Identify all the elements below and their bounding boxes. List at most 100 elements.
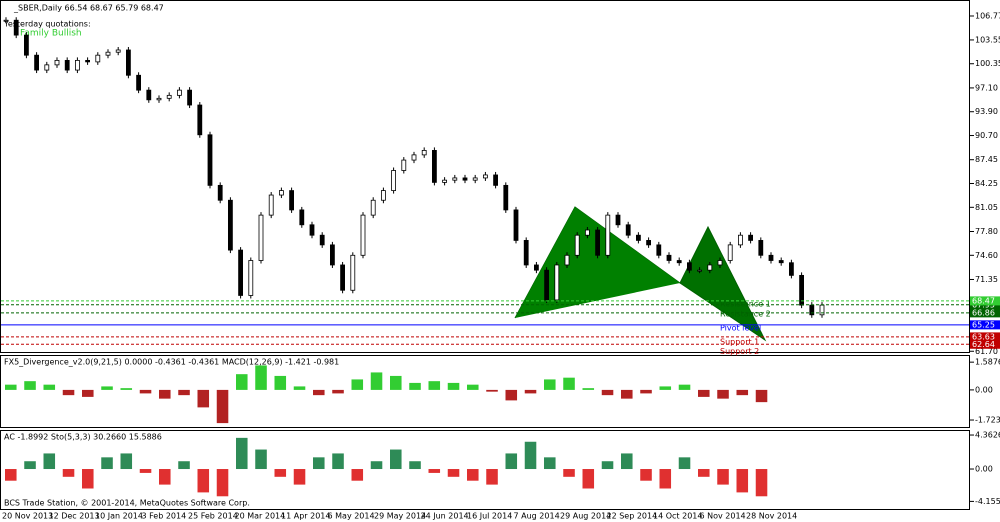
y-tick-label: 4.3626 <box>975 431 1000 440</box>
candle <box>95 54 101 63</box>
level-name: Support 1 <box>720 337 759 346</box>
x-tick-label: 11 Apr 2014 <box>281 512 330 521</box>
x-tick-label: 14 Oct 2014 <box>653 512 702 521</box>
candle <box>636 234 641 241</box>
histogram-bar <box>698 389 710 397</box>
candle <box>299 209 305 226</box>
histogram-bar <box>467 384 479 390</box>
histogram-bar <box>197 389 210 408</box>
candle <box>778 260 784 264</box>
histogram-bar <box>216 469 229 497</box>
candle <box>166 94 172 99</box>
candle <box>268 194 274 216</box>
candle <box>350 254 356 291</box>
histogram-bar <box>428 381 441 390</box>
candle <box>574 234 580 256</box>
candle <box>727 244 733 261</box>
y-tick-label: 77.80 <box>975 227 998 236</box>
histogram-bar <box>178 461 190 470</box>
y-tick-label: 90.70 <box>975 131 998 140</box>
histogram-bar <box>736 469 749 493</box>
x-tick-label: 16 Jul 2014 <box>467 512 512 521</box>
level-box <box>970 320 1000 330</box>
candle <box>585 229 590 236</box>
histogram-bar <box>678 384 691 390</box>
histogram-bar <box>293 386 306 390</box>
x-tick-label: 12 Dec 2013 <box>49 512 100 521</box>
candle <box>707 264 713 271</box>
histogram-bar <box>563 377 575 390</box>
candle <box>319 234 325 246</box>
y-tick-label: 87.45 <box>975 155 998 164</box>
x-tick-label: 6 Nov 2014 <box>700 512 746 521</box>
y-tick-label: 1.5876 <box>975 358 1000 367</box>
x-tick-label: 29 Aug 2014 <box>560 512 611 521</box>
histogram-bar <box>428 469 441 473</box>
candle <box>238 249 244 296</box>
candle <box>227 199 233 251</box>
candle <box>625 224 631 236</box>
histogram-bar <box>601 389 614 396</box>
y-tick-label: 81.05 <box>975 203 998 212</box>
candle <box>431 150 437 183</box>
histogram-bar <box>640 389 652 394</box>
x-tick-label: 25 Feb 2014 <box>188 512 238 521</box>
candle <box>687 262 692 271</box>
candle <box>258 214 264 261</box>
candle <box>738 234 743 246</box>
histogram-bar <box>313 389 325 396</box>
candle <box>452 177 458 181</box>
histogram-bar <box>24 461 36 470</box>
candle <box>217 184 223 201</box>
y-tick-label: -4.1554 <box>975 497 1000 506</box>
histogram-bar <box>332 389 344 394</box>
histogram-bar <box>524 389 537 394</box>
candle <box>197 104 203 136</box>
candle <box>13 19 19 36</box>
histogram-bar <box>178 389 190 396</box>
price-label: 68.47 <box>972 296 995 305</box>
histogram-bar <box>486 389 498 392</box>
histogram-bar <box>62 389 75 396</box>
histogram-bar <box>236 437 248 470</box>
histogram-bar <box>563 469 575 477</box>
x-tick-label: 29 May 2014 <box>374 512 426 521</box>
histogram-bar <box>582 469 595 489</box>
histogram-bar <box>467 469 479 481</box>
candle <box>605 214 611 256</box>
y-tick-label: 97.10 <box>975 83 998 92</box>
candle <box>513 209 519 241</box>
histogram-bar <box>236 374 248 390</box>
histogram-bar <box>120 453 133 470</box>
histogram-bar <box>640 469 652 481</box>
x-tick-label: 24 Jun 2014 <box>421 512 469 521</box>
candle <box>472 177 478 181</box>
panel-title: FX5_Divergence_v2.0(9,21,5) 0.0000 -0.43… <box>4 358 339 367</box>
histogram-bar <box>24 381 36 390</box>
pattern-label: Family Bullish <box>20 29 82 39</box>
candle <box>85 59 90 63</box>
histogram-bar <box>698 469 710 477</box>
histogram-bar <box>717 469 729 485</box>
candle <box>54 59 60 66</box>
histogram-bar <box>159 469 171 485</box>
y-tick-label: 71.35 <box>975 275 998 284</box>
histogram-bar <box>351 469 364 481</box>
symbol-info: _SBER,Daily 66.54 68.67 65.79 68.47 <box>13 4 164 13</box>
histogram-bar <box>544 379 556 390</box>
x-tick-label: 28 Nov 2014 <box>746 512 797 521</box>
histogram-bar <box>62 469 75 477</box>
y-tick-label: 100.35 <box>975 59 1000 68</box>
candle <box>75 59 80 71</box>
candle <box>115 49 121 53</box>
histogram-bar <box>101 386 113 390</box>
candle <box>207 134 213 186</box>
level-name: Support 2 <box>720 347 759 356</box>
candle <box>44 64 50 71</box>
x-tick-label: 3 Feb 2014 <box>142 512 187 521</box>
level-box <box>970 332 1000 342</box>
candle <box>370 199 376 216</box>
y-tick-label: 0.00 <box>975 465 993 474</box>
